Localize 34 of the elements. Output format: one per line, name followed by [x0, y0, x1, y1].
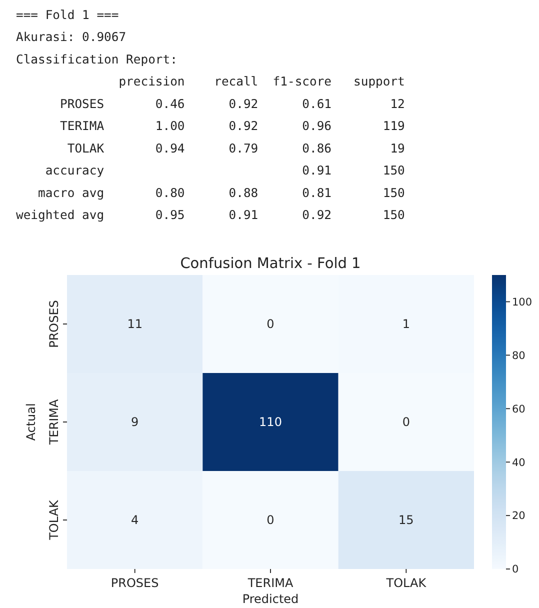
- color-bar-label: 40: [512, 456, 526, 469]
- color-bar-label: 80: [512, 350, 526, 362]
- data-label: 4: [131, 513, 139, 528]
- text: PROSES 0.46 0.92 0.61 12: [16, 96, 405, 111]
- data-label: 0: [266, 317, 274, 332]
- data-label: 110: [259, 415, 282, 430]
- data-label: 15: [398, 513, 414, 528]
- data-label: 0: [266, 513, 274, 528]
- text: TOLAK 0.94 0.79 0.86 19: [16, 141, 405, 156]
- text: macro avg 0.80 0.88 0.81 150: [16, 186, 405, 200]
- text: Classification Report:: [16, 52, 178, 66]
- data-label: 9: [131, 415, 139, 430]
- y-tick-label: TOLAK: [47, 498, 61, 541]
- x-tick-label: PROSES: [110, 576, 159, 590]
- text: TERIMA 1.00 0.92 0.96 119: [16, 119, 405, 134]
- data-label: 0: [402, 415, 410, 430]
- data-label: 1: [402, 317, 410, 332]
- data-label: 11: [127, 317, 142, 332]
- text: precision recall f1-score support: [16, 74, 405, 89]
- color-bar-label: 100: [512, 296, 532, 308]
- y-tick-label: PROSES: [47, 300, 61, 348]
- text: === Fold 1 ===: [16, 8, 119, 22]
- x-tick-label: TOLAK: [385, 576, 428, 590]
- y-tick-label: TERIMA: [47, 398, 61, 446]
- chart-title: Confusion Matrix - Fold 1: [180, 256, 361, 272]
- text: accuracy 0.91 150: [16, 164, 405, 178]
- x-axis-title: Predicted: [242, 592, 299, 606]
- text: weighted avg 0.95 0.91 0.92 150: [16, 208, 405, 222]
- color-bar-label: 0: [512, 564, 519, 576]
- x-tick-label: TERIMA: [246, 576, 294, 590]
- y-axis-title: Actual: [24, 403, 38, 441]
- color-bar-label: 60: [512, 403, 526, 416]
- color-bar-label: 20: [512, 510, 526, 522]
- text: Akurasi: 0.9067: [16, 30, 126, 44]
